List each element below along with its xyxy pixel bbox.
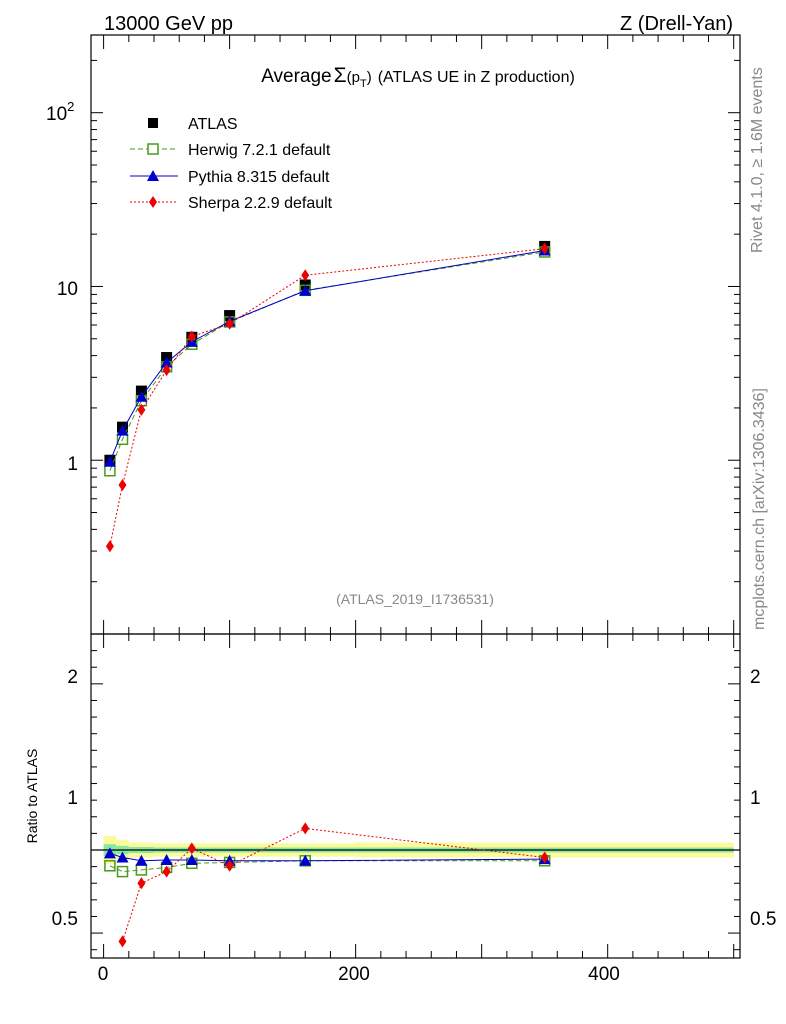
legend-entry-atlas: ATLAS [148,116,238,133]
ratio-point-herwig-0 [104,860,116,872]
ratio-ylabel: Ratio to ATLAS [24,749,40,844]
ratio-point-pythia-0 [103,847,116,859]
ratio-point-sherpa-4 [187,842,196,855]
legend-label-atlas: ATLAS [188,116,238,133]
legend-marker-sherpa [149,196,157,208]
ratio-ytick-right-0.5: 0.5 [750,909,776,930]
legend-label-sherpa: Sherpa 2.2.9 default [188,195,333,212]
title-rest: (ATLAS UE in Z production) [378,69,575,86]
main-point-sherpa-1 [118,479,127,492]
mcplots-label: mcplots.cern.ch [arXiv:1306.3436] [751,388,768,630]
main-point-sherpa-2 [137,403,146,416]
ratio-ytick-left-2: 2 [67,667,78,688]
main-panel-data [103,240,551,553]
legend-entry-sherpa: Sherpa 2.2.9 default [130,195,333,212]
legend-marker-herwig [147,143,159,155]
legend-entry-herwig: Herwig 7.2.1 default [130,142,331,159]
title-close: ) [367,69,372,86]
main-point-sherpa-0 [105,540,114,553]
legend-label-herwig: Herwig 7.2.1 default [188,142,331,159]
legend: ATLAS Herwig 7.2.1 default Pythia 8.315 … [130,116,333,212]
header-right: Z (Drell-Yan) [620,13,733,35]
ratio-point-sherpa-3 [162,865,171,878]
main-line-pythia [109,250,545,462]
ratio-point-sherpa-7 [540,851,549,864]
ratio-line-herwig [109,860,545,873]
title-open: (p [347,69,360,86]
ratio-ytick-left-0.5: 0.5 [52,909,78,930]
ratio-panel-data [103,822,551,948]
rivet-label: Rivet 4.1.0, ≥ 1.6M events [749,67,766,253]
main-point-pythia-2 [135,390,148,402]
main-ytick-label-1: 1 [67,454,78,475]
main-line-herwig [109,251,545,471]
ratio-frame [90,633,741,959]
main-ytick-label-10: 10 [57,279,78,300]
ratio-point-herwig-1 [116,865,129,878]
axes [90,34,741,959]
main-ytick-label-100: 102 [46,99,74,125]
ratio-ytick-left-1: 1 [67,788,78,809]
main-point-sherpa-7 [540,242,549,255]
ratio-point-sherpa-2 [137,877,146,890]
ratio-point-pythia-1 [116,851,129,863]
ratio-point-pythia-4 [185,853,198,865]
legend-entry-pythia: Pythia 8.315 default [130,169,330,186]
ratio-point-sherpa-5 [225,859,234,872]
title-sub: T [360,78,367,90]
ratio-point-pythia-3 [160,853,173,865]
main-point-pythia-6 [299,284,312,296]
title-symbol: Σ [334,64,347,87]
ratio-point-sherpa-6 [301,822,310,835]
ratio-ytick-right-2: 2 [750,667,761,688]
ratio-point-pythia-6 [299,854,312,866]
plot-title: AverageΣ(pT) (ATLAS UE in Z production) [261,64,575,90]
xtick-label-400: 400 [588,964,620,985]
main-point-pythia-3 [160,356,173,368]
xtick-label-0: 0 [98,964,109,985]
title-prefix: Average [261,66,331,87]
main-line-sherpa [109,248,545,547]
ratio-point-pythia-2 [135,854,148,866]
ratio-point-sherpa-1 [118,935,127,948]
main-point-sherpa-3 [162,364,171,377]
main-point-sherpa-5 [225,317,234,330]
main-point-pythia-0 [103,455,116,467]
legend-label-pythia: Pythia 8.315 default [188,169,330,186]
legend-marker-pythia [147,170,159,181]
main-point-sherpa-4 [187,330,196,343]
ratio-ytick-right-1: 1 [750,788,761,809]
xtick-label-200: 200 [338,964,370,985]
main-point-pythia-1 [116,424,129,436]
legend-marker-atlas [148,118,158,128]
main-point-sherpa-6 [301,269,310,282]
header-left: 13000 GeV pp [104,13,233,35]
analysis-watermark: (ATLAS_2019_I1736531) [336,591,494,607]
